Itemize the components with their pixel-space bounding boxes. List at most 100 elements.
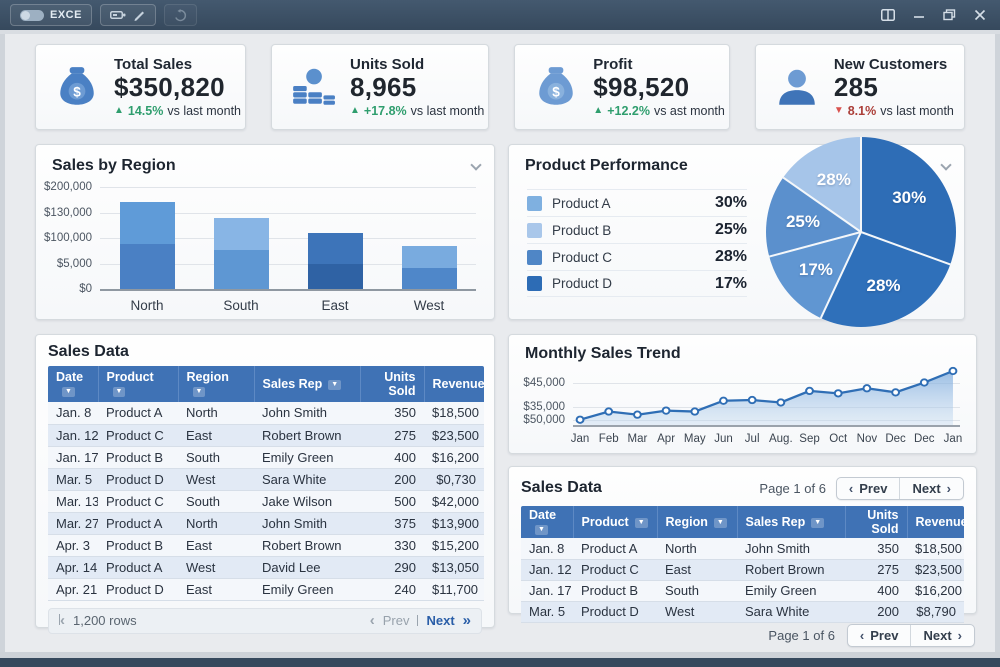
legend-item[interactable]: Product B 25% — [527, 216, 747, 243]
legend-item[interactable]: Product C 28% — [527, 243, 747, 270]
sort-dropdown-icon[interactable]: ▼ — [634, 518, 648, 528]
bar-south[interactable] — [213, 217, 269, 289]
table-cell[interactable]: $23,500 — [424, 424, 484, 447]
table-cell[interactable]: Emily Green — [254, 578, 360, 601]
table-cell[interactable]: 375 — [360, 512, 424, 535]
sort-dropdown-icon[interactable]: ▼ — [112, 387, 126, 397]
table-cell[interactable]: North — [178, 402, 254, 425]
column-header-product[interactable]: Product ▼ — [573, 506, 658, 538]
table-cell[interactable]: South — [178, 490, 254, 513]
table-cell[interactable]: 200 — [845, 601, 907, 623]
table-cell[interactable]: Jan. 8 — [48, 402, 98, 425]
table-cell[interactable]: John Smith — [254, 402, 360, 425]
table-cell[interactable]: Mar. 13 — [48, 490, 98, 513]
data-point-marker[interactable] — [575, 415, 585, 424]
toggle-switch-icon[interactable] — [20, 9, 44, 21]
table-cell[interactable]: Product A — [98, 402, 178, 425]
table-cell[interactable]: Product C — [98, 490, 178, 513]
table-cell[interactable]: 200 — [360, 468, 424, 491]
table-cell[interactable]: Jan. 8 — [521, 538, 573, 560]
table-cell[interactable]: $18,500 — [907, 538, 964, 560]
sort-dropdown-icon[interactable]: ▼ — [62, 387, 75, 397]
table-cell[interactable]: Sara White — [737, 601, 845, 623]
legend-item[interactable]: Product D 17% — [527, 270, 747, 297]
table-cell[interactable]: 350 — [360, 402, 424, 425]
table-cell[interactable]: $16,200 — [424, 446, 484, 469]
table-cell[interactable]: 400 — [360, 446, 424, 469]
table-cell[interactable]: Robert Brown — [254, 424, 360, 447]
column-header-sales-rep[interactable]: Sales Rep ▼ — [737, 506, 846, 538]
table-cell[interactable]: Product B — [98, 446, 178, 469]
next-button[interactable]: Next › — [910, 624, 974, 646]
table-cell[interactable]: David Lee — [254, 556, 360, 579]
table-cell[interactable]: North — [657, 538, 737, 560]
table-cell[interactable]: 275 — [845, 559, 907, 581]
table-cell[interactable]: 500 — [360, 490, 424, 513]
prev-page-icon[interactable]: ‹ — [369, 612, 375, 629]
column-header-region[interactable]: Region ▼ — [657, 506, 738, 538]
table-cell[interactable]: John Smith — [737, 538, 845, 560]
table-cell[interactable]: Product A — [573, 538, 657, 560]
pencil-icon[interactable] — [132, 8, 146, 22]
table-cell[interactable]: Product C — [98, 424, 178, 447]
data-point-marker[interactable] — [719, 396, 728, 405]
sort-dropdown-icon[interactable]: ▼ — [535, 525, 548, 535]
table-cell[interactable]: Product D — [98, 468, 178, 491]
table-cell[interactable]: Product B — [573, 580, 657, 602]
table-cell[interactable]: $8,790 — [907, 601, 964, 623]
data-point-marker[interactable] — [661, 406, 671, 415]
table-cell[interactable]: Emily Green — [737, 580, 845, 602]
table-cell[interactable]: $13,900 — [424, 512, 484, 535]
prev-button[interactable]: ‹ Prev — [848, 480, 888, 496]
table-cell[interactable]: $13,050 — [424, 556, 484, 579]
sort-dropdown-icon[interactable]: ▼ — [328, 380, 342, 390]
table-cell[interactable]: 330 — [360, 534, 424, 557]
table-cell[interactable]: Mar. 5 — [48, 468, 98, 491]
data-point-marker[interactable] — [948, 366, 958, 376]
prev-link[interactable]: Prev — [382, 613, 410, 628]
table-cell[interactable]: $15,200 — [424, 534, 484, 557]
table-cell[interactable]: $18,500 — [424, 402, 484, 425]
data-point-marker[interactable] — [891, 388, 901, 397]
kpi-card-new-customers[interactable]: New Customers 285 ▼ 8.1% vs last month — [754, 44, 965, 130]
table-cell[interactable]: Product B — [98, 534, 178, 557]
undo-button[interactable] — [163, 4, 197, 26]
sort-dropdown-icon[interactable]: ▼ — [811, 518, 825, 528]
column-header-date[interactable]: Date ▼ — [521, 506, 574, 538]
sort-dropdown-icon[interactable]: ▼ — [192, 387, 206, 397]
data-point-marker[interactable] — [690, 407, 700, 416]
table-cell[interactable]: John Smith — [254, 512, 360, 535]
data-point-marker[interactable] — [632, 410, 642, 419]
table-cell[interactable]: Jake Wilson — [254, 490, 360, 513]
column-header-product[interactable]: Product ▼ — [98, 366, 179, 402]
table-cell[interactable]: Product A — [98, 512, 178, 535]
table-cell[interactable]: 350 — [845, 538, 907, 560]
table-cell[interactable]: East — [178, 424, 254, 447]
bar-west[interactable] — [401, 245, 457, 289]
table-cell[interactable]: Robert Brown — [737, 559, 845, 581]
table-cell[interactable]: Sara White — [254, 468, 360, 491]
prev-button[interactable]: ‹ Prev — [859, 627, 899, 643]
split-view-icon[interactable] — [881, 9, 895, 21]
table-cell[interactable]: Apr. 3 — [48, 534, 98, 557]
next-button[interactable]: Next › — [899, 477, 963, 499]
table-cell[interactable]: West — [178, 556, 254, 579]
table-cell[interactable]: Jan. 12 — [521, 559, 573, 581]
table-cell[interactable]: Product A — [98, 556, 178, 579]
table-cell[interactable]: 275 — [360, 424, 424, 447]
close-icon[interactable] — [974, 9, 986, 21]
excel-toggle-button[interactable]: EXCE — [10, 4, 92, 26]
data-point-marker[interactable] — [805, 386, 814, 396]
table-cell[interactable]: West — [178, 468, 254, 491]
sort-dropdown-icon[interactable]: ▼ — [713, 518, 727, 528]
data-point-marker[interactable] — [604, 407, 614, 416]
legend-item[interactable]: Product A 30% — [527, 189, 747, 216]
maximize-icon[interactable] — [943, 9, 956, 21]
table-cell[interactable]: East — [657, 559, 737, 581]
table-cell[interactable]: South — [178, 446, 254, 469]
data-point-marker[interactable] — [919, 378, 929, 387]
column-header-sales-rep[interactable]: Sales Rep ▼ — [254, 366, 361, 402]
table-cell[interactable]: $11,700 — [424, 578, 484, 601]
table-cell[interactable]: East — [178, 534, 254, 557]
kpi-card-total-sales[interactable]: $ Total Sales $350,820 ▲ 14.5% vs last m… — [35, 44, 246, 130]
